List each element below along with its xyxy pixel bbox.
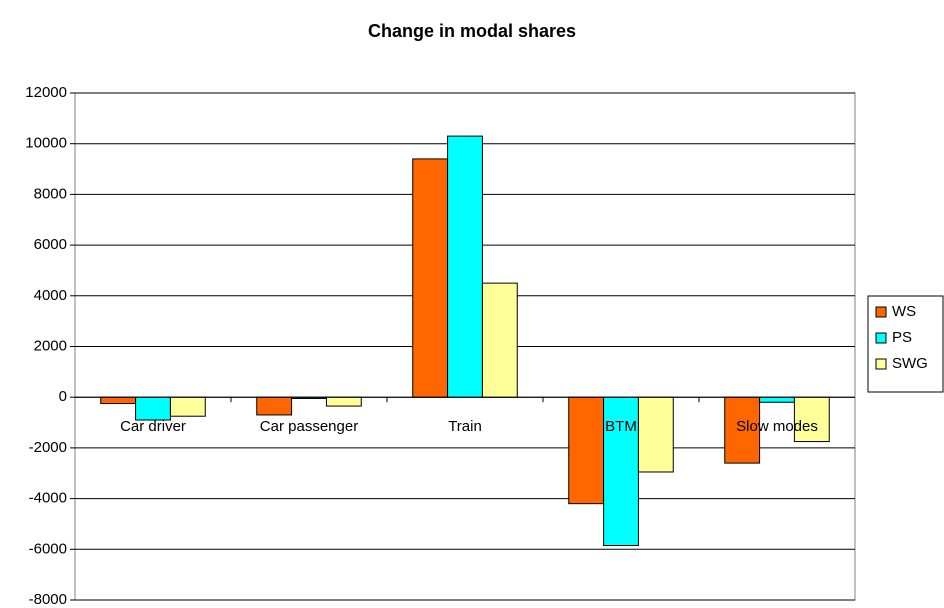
legend-label: PS bbox=[892, 329, 912, 346]
legend-swatch bbox=[875, 306, 887, 318]
bar bbox=[256, 396, 293, 416]
y-tick-label: 12000 bbox=[25, 84, 67, 101]
x-tick-label: Car driver bbox=[120, 418, 186, 435]
y-tick-label: 8000 bbox=[34, 185, 67, 202]
x-tick-label: BTM bbox=[605, 418, 637, 435]
y-tick-label: 6000 bbox=[34, 236, 67, 253]
bar bbox=[100, 396, 137, 405]
legend-swatch bbox=[875, 358, 887, 370]
bar bbox=[325, 396, 362, 407]
y-tick-label: 0 bbox=[59, 388, 67, 405]
bar bbox=[447, 135, 483, 398]
y-tick-label: -8000 bbox=[29, 591, 67, 608]
y-tick-label: 10000 bbox=[25, 135, 67, 152]
bar bbox=[568, 396, 605, 505]
legend-label: SWG bbox=[892, 355, 928, 372]
y-tick-label: 2000 bbox=[34, 337, 67, 354]
bar bbox=[793, 396, 830, 443]
bar bbox=[759, 396, 795, 403]
bar bbox=[637, 396, 674, 473]
y-tick-label: -6000 bbox=[29, 540, 67, 557]
legend-swatch bbox=[875, 332, 887, 344]
x-tick-label: Car passenger bbox=[260, 418, 358, 435]
x-tick-label: Slow modes bbox=[736, 418, 818, 435]
bar bbox=[481, 282, 518, 398]
bar bbox=[135, 396, 171, 421]
bar bbox=[412, 158, 449, 398]
bar bbox=[724, 396, 761, 464]
chart-title: Change in modal shares bbox=[368, 21, 576, 41]
y-tick-label: 4000 bbox=[34, 287, 67, 304]
y-tick-label: -4000 bbox=[29, 490, 67, 507]
y-tick-label: -2000 bbox=[29, 439, 67, 456]
legend-label: WS bbox=[892, 303, 916, 320]
bar bbox=[169, 396, 206, 417]
x-tick-label: Train bbox=[448, 418, 482, 435]
